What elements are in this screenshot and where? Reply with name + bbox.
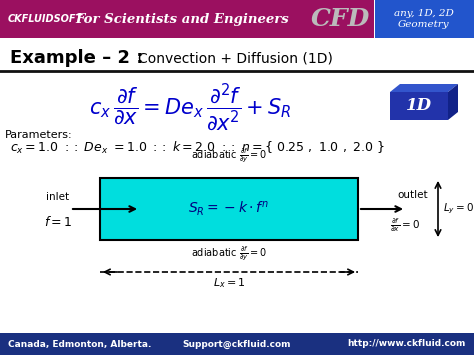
Bar <box>0 0 374 38</box>
Text: http://www.ckfluid.com: http://www.ckfluid.com <box>347 339 466 349</box>
Bar <box>390 92 448 120</box>
Text: CKFLUIDSOFT: CKFLUIDSOFT <box>8 14 83 24</box>
Bar <box>100 178 358 240</box>
Text: $\mathbf{\mathit{c_x}}$$= 1.0\ ::\ $$\mathbf{\mathit{De_x}}$$\ = 1.0\ ::\ \mathb: $\mathbf{\mathit{c_x}}$$= 1.0\ ::\ $$\ma… <box>10 140 385 156</box>
Text: CFD: CFD <box>310 7 370 31</box>
Polygon shape <box>448 84 458 120</box>
Text: $\frac{\partial f}{\partial x}=0$: $\frac{\partial f}{\partial x}=0$ <box>390 216 420 234</box>
Text: $\mathbf{\mathit{c_x}}\,\dfrac{\partial \mathbf{\mathit{f}}}{\partial \mathbf{\m: $\mathbf{\mathit{c_x}}\,\dfrac{\partial … <box>89 81 292 133</box>
Text: adiabatic $\frac{\partial f}{\partial y}=0$: adiabatic $\frac{\partial f}{\partial y}… <box>191 147 267 165</box>
Text: Support@ckfluid.com: Support@ckfluid.com <box>183 339 291 349</box>
Text: adiabatic $\frac{\partial f}{\partial y}=0$: adiabatic $\frac{\partial f}{\partial y}… <box>191 245 267 263</box>
Text: For Scientists and Engineers: For Scientists and Engineers <box>75 12 289 26</box>
Text: $L_x = 1$: $L_x = 1$ <box>213 276 246 290</box>
Bar <box>375 0 474 38</box>
Text: any, 1D, 2D
Geometry: any, 1D, 2D Geometry <box>394 9 454 29</box>
Text: Example – 2 :: Example – 2 : <box>10 49 150 67</box>
Text: Canada, Edmonton, Alberta.: Canada, Edmonton, Alberta. <box>8 339 151 349</box>
Text: $L_y = 0.3$: $L_y = 0.3$ <box>443 202 474 216</box>
Text: Convection + Diffusion (1D): Convection + Diffusion (1D) <box>138 51 333 65</box>
Text: $S_R = -k\cdot f^n$: $S_R = -k\cdot f^n$ <box>188 200 270 218</box>
Polygon shape <box>390 84 458 92</box>
Text: $f=1$: $f=1$ <box>44 215 72 229</box>
Text: outlet: outlet <box>398 190 428 200</box>
Text: inlet: inlet <box>46 192 70 202</box>
Text: Parameters:: Parameters: <box>5 130 73 140</box>
Text: 1D: 1D <box>406 98 432 115</box>
Bar <box>0 333 474 355</box>
